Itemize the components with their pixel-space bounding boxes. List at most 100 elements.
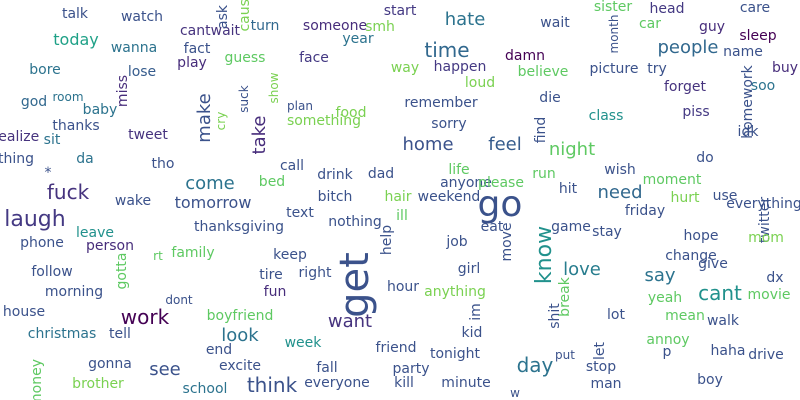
word-laugh: laugh xyxy=(4,207,66,232)
word-show: show xyxy=(267,72,281,104)
word-keep: keep xyxy=(273,247,307,263)
word-cause: cause xyxy=(237,0,253,32)
word-gotta: gotta xyxy=(114,252,130,290)
word-sister: sister xyxy=(593,0,633,15)
word-something: something xyxy=(286,113,362,129)
word-symbol: * xyxy=(44,165,52,181)
word-tho: tho xyxy=(151,156,175,172)
word-boyfriend: boyfriend xyxy=(206,308,274,324)
word-someone: someone xyxy=(302,18,368,34)
word-fun: fun xyxy=(263,284,287,300)
word-tomorrow: tomorrow xyxy=(174,193,252,212)
word-brother: brother xyxy=(72,376,124,392)
word-nothing: nothing xyxy=(328,214,382,230)
word-rt: rt xyxy=(153,249,163,263)
word-plan: plan xyxy=(287,99,313,113)
word-way: way xyxy=(390,60,420,76)
word-bitch: bitch xyxy=(317,189,353,205)
word-friend: friend xyxy=(375,340,417,356)
word-lose: lose xyxy=(127,64,157,80)
word-morning: morning xyxy=(44,284,104,300)
word-realize: realize xyxy=(0,129,40,145)
word-movie: movie xyxy=(747,287,791,303)
word-day: day xyxy=(516,353,554,377)
word-name: name xyxy=(723,44,763,60)
word-believe: believe xyxy=(517,64,569,80)
word-anyone: anyone xyxy=(440,175,492,191)
word-forget: forget xyxy=(664,79,706,95)
word-picture: picture xyxy=(589,61,639,77)
word-miss: miss xyxy=(115,74,131,108)
word-feel: feel xyxy=(488,134,522,155)
word-baby: baby xyxy=(82,102,118,118)
word-change: change xyxy=(665,248,717,264)
word-take: take xyxy=(249,115,270,155)
word-family: family xyxy=(171,245,215,261)
word-christmas: christmas xyxy=(27,326,97,342)
word-shit: shit xyxy=(547,303,563,329)
word-love: love xyxy=(563,259,601,280)
word-man: man xyxy=(590,376,622,392)
word-dad: dad xyxy=(367,166,395,182)
word-bed: bed xyxy=(258,174,286,190)
word-put: put xyxy=(555,348,575,362)
word-make: make xyxy=(194,93,215,143)
word-weekend: weekend xyxy=(417,189,481,205)
word-work: work xyxy=(120,305,170,329)
word-girl: girl xyxy=(457,261,481,277)
word-cantwait: cantwait xyxy=(179,23,241,39)
word-w: w xyxy=(510,386,520,400)
word-find: find xyxy=(533,116,549,144)
word-suck: suck xyxy=(237,85,251,113)
word-job: job xyxy=(446,234,468,250)
word-school: school xyxy=(182,381,228,397)
word-tell: tell xyxy=(109,326,131,342)
word-person: person xyxy=(86,238,134,254)
word-cant: cant xyxy=(698,281,742,305)
word-face: face xyxy=(299,50,329,66)
word-ask: ask xyxy=(215,5,231,29)
word-please: please xyxy=(478,175,524,191)
word-die: die xyxy=(539,90,561,106)
word-kid: kid xyxy=(461,325,483,341)
word-moment: moment xyxy=(642,172,702,188)
word-stay: stay xyxy=(592,224,622,240)
word-see: see xyxy=(149,359,181,380)
word-money: money xyxy=(29,359,45,400)
word-remember: remember xyxy=(404,95,478,111)
word-leave: leave xyxy=(76,225,114,241)
word-do: do xyxy=(696,150,714,166)
word-let: let xyxy=(592,342,608,360)
word-phone: phone xyxy=(20,235,64,251)
word-get: get xyxy=(332,252,378,318)
word-year: year xyxy=(342,31,374,47)
word-look: look xyxy=(221,325,259,346)
word-walk: walk xyxy=(706,313,740,329)
word-fall: fall xyxy=(316,360,338,376)
word-class: class xyxy=(588,108,624,124)
word-minute: minute xyxy=(441,375,491,391)
word-piss: piss xyxy=(682,104,710,120)
word-tire: tire xyxy=(259,267,283,283)
word-mean: mean xyxy=(665,308,705,324)
word-watch: watch xyxy=(120,9,164,25)
word-end: end xyxy=(205,342,233,358)
word-lot: lot xyxy=(607,307,625,323)
word-fact: fact xyxy=(183,41,211,57)
word-hope: hope xyxy=(683,228,719,244)
word-life: life xyxy=(448,162,470,178)
word-go: go xyxy=(477,184,523,225)
word-help: help xyxy=(379,224,395,256)
word-talk: talk xyxy=(61,6,89,22)
word-car: car xyxy=(638,16,662,32)
word-need: need xyxy=(597,182,643,203)
word-drive: drive xyxy=(748,347,784,363)
word-stop: stop xyxy=(585,359,617,375)
word-boy: boy xyxy=(697,372,723,388)
word-wish: wish xyxy=(604,162,636,178)
word-right: right xyxy=(298,265,332,281)
word-care: care xyxy=(739,0,771,16)
word-home: home xyxy=(402,134,454,155)
word-start: start xyxy=(383,3,417,19)
